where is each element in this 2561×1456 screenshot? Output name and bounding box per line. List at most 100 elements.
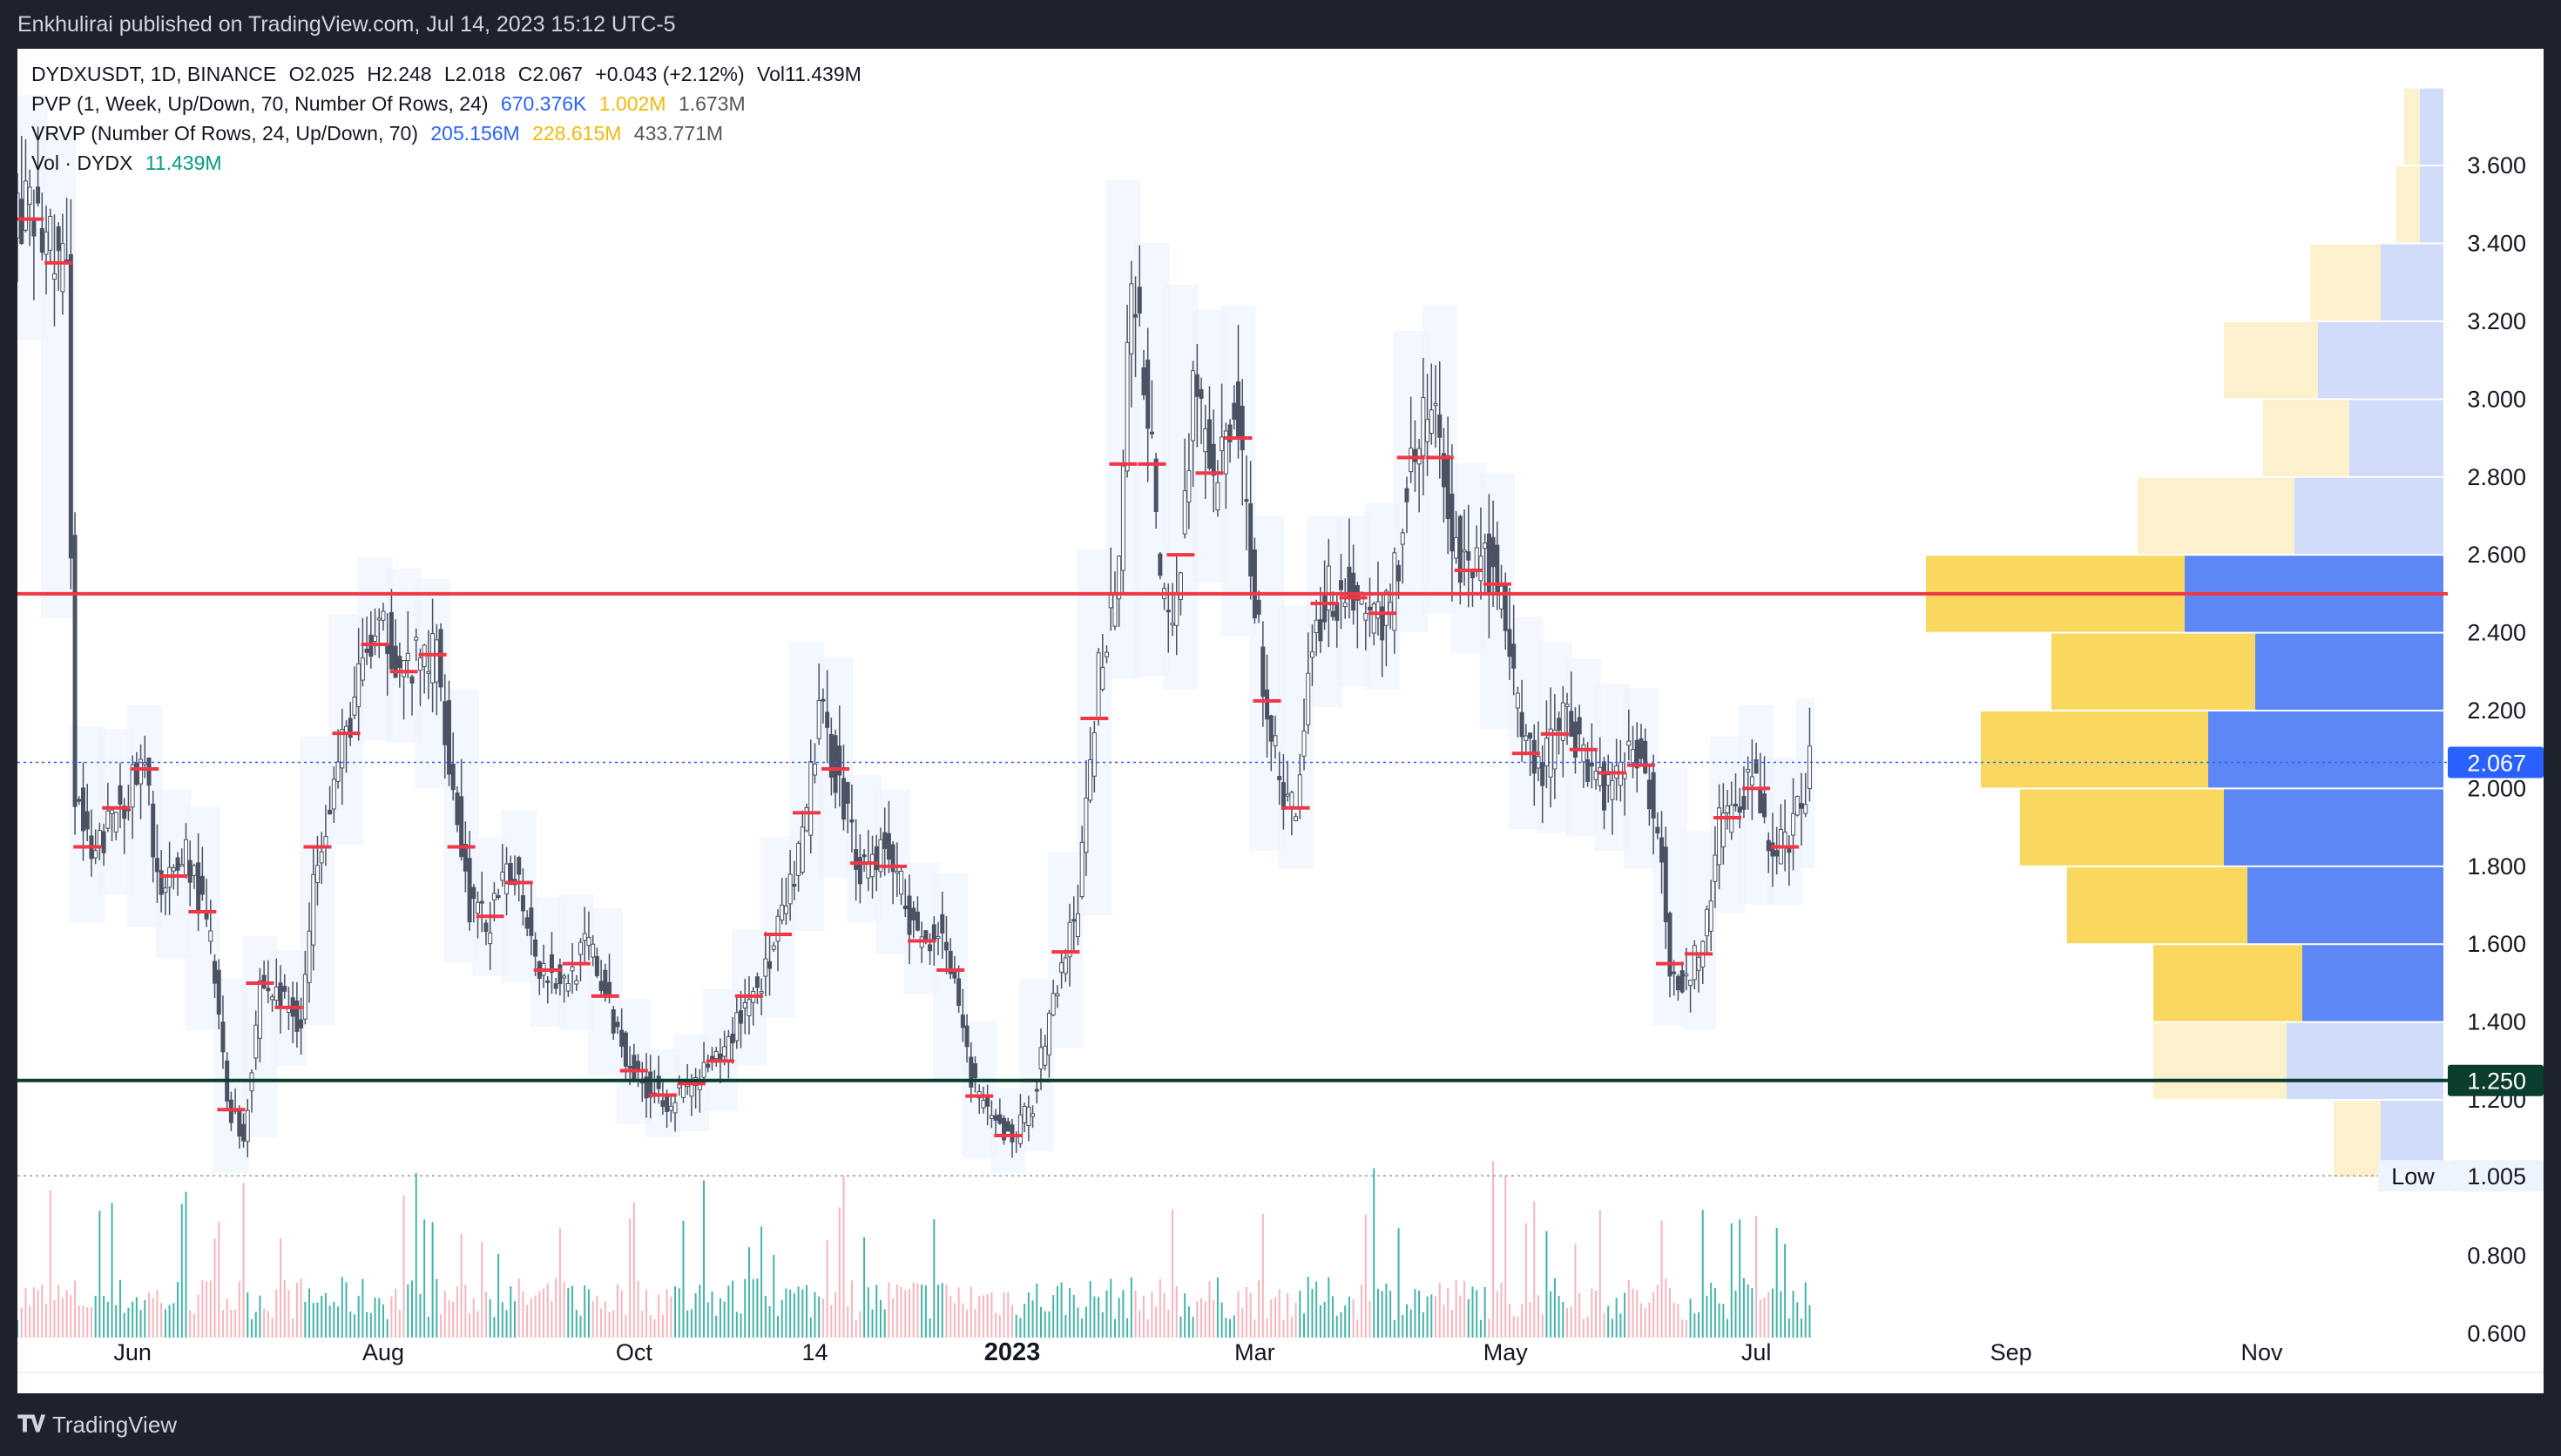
volume-bar	[1652, 1291, 1655, 1338]
volume-bar	[1726, 1318, 1729, 1338]
volume-bar	[275, 1289, 278, 1338]
candle-body	[1022, 1105, 1027, 1123]
volume-bar	[620, 1290, 623, 1338]
volume-bar	[814, 1291, 816, 1338]
candle-body	[1186, 469, 1192, 503]
candle-body	[282, 986, 287, 992]
volume-profile-down-bar	[2263, 400, 2349, 476]
volume-bar	[193, 1313, 195, 1338]
volume-bar	[1249, 1292, 1252, 1338]
volume-bar	[1669, 1288, 1672, 1338]
tradingview-logo[interactable]: 𝐓𝐕 TradingView	[17, 1411, 177, 1439]
candle-body	[319, 851, 324, 864]
candle-body	[1457, 516, 1463, 583]
volume-bar	[1335, 1315, 1338, 1338]
price-tick-label: 3.000	[2467, 386, 2526, 412]
volume-bar	[321, 1296, 323, 1338]
volume-bar	[1796, 1302, 1799, 1338]
chart-svg[interactable]: 0.6000.8001.2001.4001.6001.8002.0002.200…	[17, 49, 2544, 1393]
candle-body	[118, 785, 123, 805]
volume-bar	[398, 1310, 401, 1338]
volume-bar	[974, 1309, 976, 1338]
legend-vrvp-label[interactable]: VRVP (Number Of Rows, 24, Up/Down, 70)	[31, 122, 418, 145]
volume-bar	[469, 1313, 471, 1338]
candle-body	[520, 895, 525, 912]
volume-bar	[1742, 1277, 1745, 1338]
price-tick-label: 2.200	[2467, 698, 2526, 724]
candle-body	[1672, 971, 1677, 974]
volume-bar	[534, 1295, 537, 1338]
candle-body	[1646, 779, 1652, 810]
volume-bar	[1155, 1306, 1158, 1338]
volume-bar	[1566, 1307, 1569, 1338]
legend-change: +0.043 (+2.12%)	[595, 63, 745, 85]
legend-vrvp-up: 205.156M	[430, 122, 520, 145]
volume-bar	[1713, 1287, 1716, 1338]
volume-bar	[1340, 1311, 1342, 1338]
candle-body	[385, 644, 390, 655]
candle-body	[1503, 583, 1508, 631]
candle-body	[488, 932, 493, 945]
candle-body	[1610, 779, 1615, 800]
volume-bar	[1706, 1295, 1708, 1338]
volume-bar	[1747, 1284, 1749, 1338]
legend-vol-label[interactable]: Vol · DYDX	[31, 152, 133, 174]
candle-body	[1285, 793, 1290, 797]
support-price-label-bg	[2448, 1064, 2544, 1096]
candle-body	[1166, 610, 1171, 613]
legend-pvp-label[interactable]: PVP (1, Week, Up/Down, 70, Number Of Row…	[31, 92, 489, 115]
volume-bar	[670, 1296, 672, 1338]
candle-body	[491, 893, 497, 900]
volume-bar	[1233, 1315, 1235, 1338]
volume-bar	[674, 1286, 677, 1338]
volume-bar	[221, 1310, 224, 1338]
volume-bar	[127, 1307, 130, 1338]
candle-body	[463, 844, 468, 872]
volume-bar	[1237, 1291, 1240, 1338]
candle-body	[1178, 572, 1183, 600]
volume-bar	[1450, 1310, 1453, 1338]
legend-symbol[interactable]: DYDXUSDT, 1D, BINANCE	[31, 63, 277, 85]
volume-bar	[247, 1292, 249, 1338]
volume-bar	[859, 1311, 862, 1338]
candle-body	[1758, 788, 1763, 814]
volume-bar	[1598, 1210, 1601, 1338]
volume-bar	[168, 1304, 171, 1338]
candle-body	[1277, 776, 1282, 780]
candle-body	[923, 930, 929, 940]
low-price-label: 1.005	[2467, 1163, 2526, 1190]
candle-body	[1145, 359, 1151, 429]
candle-body	[1409, 448, 1414, 473]
volume-bar	[1730, 1223, 1733, 1338]
candle-body	[533, 939, 538, 957]
volume-bar	[1524, 1223, 1527, 1338]
candle-body	[1675, 975, 1680, 991]
candle-body	[1655, 826, 1660, 834]
volume-bar	[1759, 1299, 1761, 1338]
volume-bar	[842, 1176, 845, 1338]
volume-bar	[32, 1287, 35, 1338]
volume-profile-up-bar	[2287, 1022, 2443, 1100]
volume-bar	[280, 1238, 282, 1338]
candle-body	[591, 943, 596, 958]
volume-bar	[1069, 1288, 1071, 1338]
volume-bar	[1722, 1304, 1725, 1338]
volume-bar	[1101, 1311, 1104, 1338]
chart-pane[interactable]: 0.600 0.800 1.200 1.400 1.600 1.800 2.000 2.200…	[17, 49, 2544, 1393]
volume-bar	[1134, 1291, 1137, 1338]
volume-bar	[538, 1291, 541, 1338]
candle-body	[44, 231, 49, 255]
candle-body	[578, 941, 583, 955]
candle-body	[1375, 601, 1381, 619]
volume-bar	[641, 1311, 644, 1338]
volume-bar	[402, 1195, 405, 1338]
volume-bar	[1213, 1299, 1215, 1338]
volume-bar	[415, 1173, 417, 1338]
candle-body	[1203, 428, 1208, 453]
candle-body	[134, 762, 139, 785]
candle-body	[430, 633, 436, 684]
volume-bar	[1755, 1216, 1758, 1338]
candle-body	[1474, 547, 1479, 570]
candle-body	[582, 933, 587, 941]
candle-body	[426, 671, 431, 674]
